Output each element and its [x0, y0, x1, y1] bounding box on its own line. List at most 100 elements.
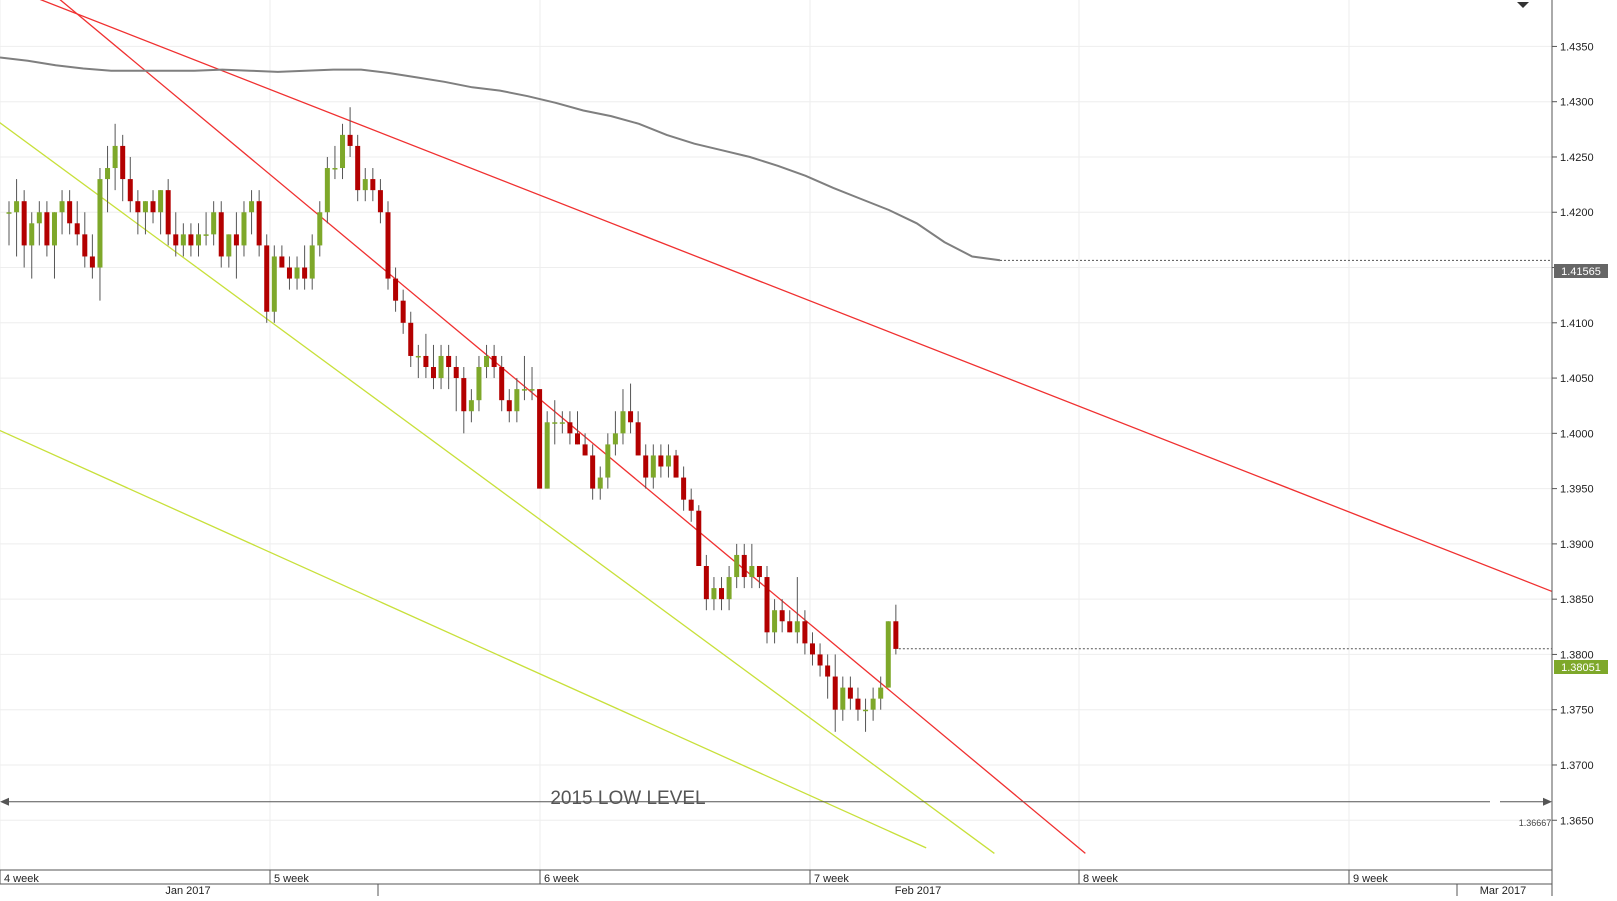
- y-tick-label: 1.3850: [1560, 594, 1594, 606]
- candle-body: [256, 201, 262, 246]
- candle-body: [643, 455, 649, 478]
- y-tick-label: 1.4300: [1560, 97, 1594, 109]
- candle-body: [703, 565, 709, 600]
- grid-layer: [0, 0, 1552, 870]
- week-label-9: 9 week: [1353, 873, 1388, 885]
- month-label-feb: Feb 2017: [895, 885, 941, 896]
- candle-body: [719, 588, 725, 600]
- candle-body: [6, 212, 12, 214]
- candle-body: [36, 212, 42, 224]
- candle-body: [726, 577, 732, 600]
- candle-body: [127, 179, 133, 202]
- candle-body: [226, 234, 232, 257]
- y-tick-label: 1.3900: [1560, 539, 1594, 551]
- candle-body: [400, 300, 406, 323]
- candle-body: [135, 201, 141, 213]
- candle-body: [870, 698, 876, 710]
- candle-body: [468, 400, 474, 412]
- candle-body: [105, 168, 111, 180]
- candle-body: [491, 355, 497, 368]
- candle-body: [438, 355, 444, 379]
- candle-body: [832, 676, 838, 710]
- candle-body: [150, 201, 156, 213]
- candle-body: [673, 455, 679, 478]
- candle-body: [650, 455, 656, 478]
- candle-body: [461, 378, 467, 412]
- candle-body: [112, 145, 118, 169]
- candle-body: [415, 355, 421, 358]
- y-tick-label: 1.3700: [1560, 760, 1594, 772]
- candle-body: [514, 389, 520, 412]
- candle-body: [317, 212, 323, 246]
- candle-body: [635, 422, 641, 456]
- candle-body: [863, 709, 869, 712]
- candle-body: [885, 621, 891, 688]
- candle-body: [332, 168, 338, 170]
- candle-body: [658, 455, 664, 467]
- week-label-4: 4 week: [4, 873, 39, 885]
- candle-body: [521, 389, 527, 391]
- support-trendline: [0, 429, 927, 849]
- candle-body: [14, 201, 20, 213]
- candle-body: [590, 455, 596, 489]
- candle-body: [544, 422, 550, 489]
- candle-body: [385, 212, 391, 279]
- candle-body: [764, 577, 770, 633]
- candle-body: [142, 201, 148, 213]
- candle-body: [620, 411, 626, 434]
- candle-body: [97, 179, 103, 268]
- candle-body: [756, 565, 762, 578]
- candle-body: [506, 400, 512, 412]
- candle-body: [847, 687, 853, 699]
- candle-body: [794, 621, 800, 633]
- candle-body: [347, 134, 353, 146]
- candle-body: [158, 190, 164, 213]
- candle-body: [787, 621, 793, 633]
- candle-body: [537, 389, 543, 489]
- candle-body: [809, 643, 815, 655]
- candle-body: [605, 444, 611, 478]
- candle-body: [362, 179, 368, 191]
- candle-body: [29, 223, 35, 246]
- candle-body: [446, 355, 452, 368]
- annotation-2015-low: 2015 LOW LEVEL: [550, 788, 705, 809]
- candle-layer: [6, 107, 899, 732]
- week-label-8: 8 week: [1083, 873, 1118, 885]
- candle-body: [211, 212, 217, 235]
- moving-average-badge: [1554, 264, 1608, 278]
- candle-body: [74, 223, 80, 235]
- candle-body: [749, 565, 755, 578]
- candle-body: [855, 698, 861, 710]
- level-2015-low-label: 1.36667: [1519, 818, 1552, 828]
- candle-body: [612, 433, 618, 445]
- candle-body: [772, 610, 778, 633]
- y-tick-label: 1.4100: [1560, 318, 1594, 330]
- resistance-trendline: [59, 0, 1086, 854]
- week-label-6: 6 week: [544, 873, 579, 885]
- candle-body: [575, 433, 580, 445]
- candle-body: [196, 234, 201, 246]
- candle-body: [377, 190, 383, 213]
- candle-body: [817, 654, 823, 666]
- candle-body: [188, 234, 194, 246]
- candle-body: [711, 588, 717, 600]
- candle-body: [840, 687, 846, 710]
- week-label-5: 5 week: [274, 873, 309, 885]
- candle-body: [44, 212, 50, 246]
- candle-body: [499, 367, 505, 401]
- moving-average-label: 1.41565: [1561, 266, 1601, 278]
- candle-body: [21, 201, 27, 246]
- y-tick-label: 1.3800: [1560, 649, 1594, 661]
- y-tick-label: 1.4050: [1560, 373, 1594, 385]
- candle-body: [893, 621, 899, 649]
- candle-body: [340, 134, 346, 169]
- candle-body: [408, 322, 414, 356]
- candle-body: [165, 190, 171, 235]
- arrow-right-icon: [1543, 797, 1552, 806]
- candle-body: [476, 367, 482, 401]
- candle-body: [286, 267, 292, 279]
- candle-body: [665, 455, 671, 467]
- candle-body: [249, 201, 255, 213]
